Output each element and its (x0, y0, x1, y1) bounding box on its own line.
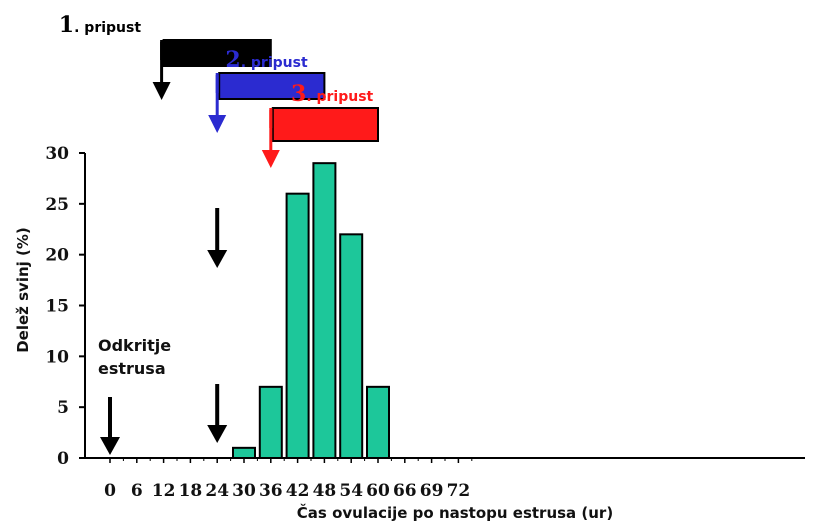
insemination-label-3: 3. pripust (291, 81, 374, 107)
y-tick-label: 10 (45, 347, 69, 367)
bar-42 (285, 192, 310, 460)
bar-48 (312, 162, 337, 460)
x-tick-label: 48 (313, 481, 337, 501)
bar-30 (232, 446, 256, 460)
bar-54 (339, 233, 364, 459)
insemination-label-2: 2. pripust (225, 47, 308, 73)
y-axis-label: Delež svinj (%) (14, 227, 32, 353)
x-tick-label: 24 (205, 481, 229, 501)
x-tick-label: 66 (393, 481, 417, 501)
insemination-arrow-3 (261, 110, 280, 168)
y-tick-label: 25 (45, 195, 69, 215)
annotations: Odkritje estrusa (98, 208, 228, 455)
insemination-1: 1. pripust (59, 12, 272, 100)
insemination-label-1: 1. pripust (59, 12, 142, 38)
insemination-3: 3. pripust (261, 81, 379, 168)
insemination-bar-1 (162, 39, 272, 67)
y-tick-label: 30 (45, 144, 69, 164)
x-tick-label: 30 (232, 481, 256, 501)
y-tick-label: 15 (45, 297, 69, 317)
insemination-arrow-2 (208, 75, 227, 133)
y-tick-label: 0 (57, 449, 69, 469)
x-tick-label: 72 (447, 481, 471, 501)
estrus-detection-label-line1: Odkritje (98, 336, 171, 355)
axes (79, 152, 805, 463)
bar-36 (258, 385, 283, 460)
estrus-detection-arrow (100, 397, 120, 455)
x-tick-label: 12 (152, 481, 176, 501)
x-tick-label: 54 (339, 481, 363, 501)
x-axis-label: Čas ovulacije po nastopu estrusa (ur) (297, 503, 613, 522)
insemination-2: 2. pripust (208, 47, 326, 133)
insemination-arrow-1 (152, 42, 171, 100)
arrow-upper-24h (207, 208, 228, 268)
bars (232, 162, 390, 460)
x-tick-label: 69 (420, 481, 444, 501)
y-tick-labels: 0 5 10 15 20 25 30 (45, 144, 69, 469)
arrow-lower-24h (207, 384, 228, 443)
x-tick-label: 0 (104, 481, 116, 501)
x-tick-labels: 0 6 12 18 24 30 36 42 48 54 60 66 69 72 (104, 481, 470, 501)
bar-60 (366, 385, 390, 460)
x-tick-label: 36 (259, 481, 283, 501)
x-tick-label: 42 (286, 481, 310, 501)
y-tick-label: 5 (57, 398, 69, 418)
x-tick-label: 60 (366, 481, 390, 501)
x-tick-label: 18 (179, 481, 203, 501)
insemination-bar-2 (218, 72, 326, 100)
insemination-windows: 1. pripust 2. pripust 3. pripust (59, 12, 379, 168)
estrus-detection-label-line2: estrusa (98, 359, 166, 378)
insemination-bar-3 (271, 107, 379, 142)
y-tick-label: 20 (45, 246, 69, 266)
x-tick-label: 6 (131, 481, 143, 501)
